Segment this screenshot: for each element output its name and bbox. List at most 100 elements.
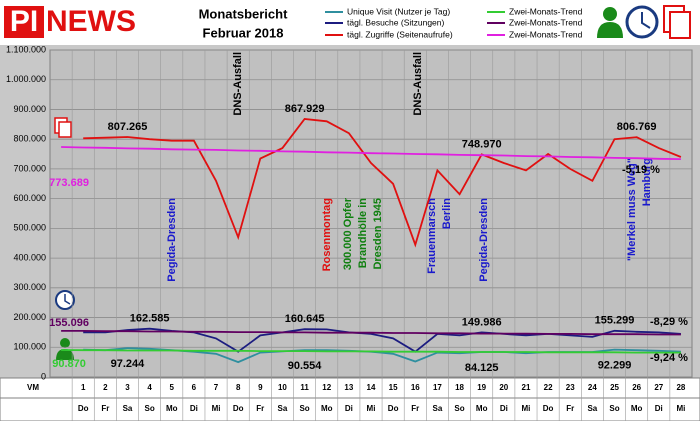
y-tick-label: 0 — [41, 371, 46, 381]
weekday-label: Mo — [166, 404, 178, 413]
data-label: 90.870 — [52, 358, 86, 370]
x-tick-label: 22 — [544, 383, 553, 392]
weekday-label: Sa — [587, 404, 597, 413]
y-tick-label: 800.000 — [13, 134, 46, 144]
x-tick-label: 10 — [278, 383, 287, 392]
x-tick-label: 25 — [610, 383, 619, 392]
x-tick-label: 26 — [632, 383, 641, 392]
data-label: 84.125 — [465, 362, 499, 374]
x-tick-label: 9 — [258, 383, 263, 392]
x-tick-label: 13 — [344, 383, 353, 392]
annotation: Pegida-Dresden — [166, 198, 178, 282]
x-tick-label: 6 — [192, 383, 197, 392]
title: Monatsbericht — [199, 6, 289, 21]
data-label: 748.970 — [462, 138, 502, 150]
legend-label: Zwei-Monats-Trend — [509, 29, 583, 39]
x-tick-label: 8 — [236, 383, 241, 392]
series-line — [83, 118, 682, 248]
legend-label: tägl. Zugriffe (Seitenaufrufe) — [347, 29, 453, 39]
data-label: 155.096 — [49, 317, 89, 329]
header-icons — [597, 5, 691, 39]
x-tick-label: 3 — [125, 383, 130, 392]
weekday-label: Mo — [631, 404, 643, 413]
trend-change: -9,24 % — [650, 352, 688, 364]
x-tick-label: 1 — [81, 383, 86, 392]
x-tick-label: 7 — [214, 383, 219, 392]
weekday-label: Di — [655, 404, 663, 413]
x-tick-label: 19 — [477, 383, 486, 392]
y-tick-label: 500.000 — [13, 223, 46, 233]
annotation: "Merkel muss Weg" — [626, 158, 638, 261]
logo-box — [4, 6, 44, 38]
weekday-label: So — [299, 404, 309, 413]
annotation: Dresden 1945 — [372, 198, 384, 270]
plot-icons — [54, 117, 75, 360]
trend-change: -8,29 % — [650, 316, 688, 328]
y-tick-label: 400.000 — [13, 252, 46, 262]
data-label: 806.769 — [617, 121, 657, 133]
series-line — [61, 146, 681, 160]
logo-news: NEWS — [46, 5, 136, 38]
x-tick-label: 17 — [433, 383, 442, 392]
annotation: Pegida-Dresden — [478, 198, 490, 282]
data-label: 97.244 — [111, 358, 146, 370]
y-tick-label: 1.100.000 — [6, 44, 46, 54]
weekday-label: So — [454, 404, 464, 413]
weekday-label: Do — [233, 404, 244, 413]
annotation: Berlin — [441, 198, 453, 229]
x-tick-label: 18 — [455, 383, 464, 392]
x-tick-label: 11 — [300, 383, 309, 392]
data-label: 92.299 — [598, 359, 632, 371]
x-tick-label: 4 — [147, 383, 152, 392]
y-tick-label: 300.000 — [13, 282, 46, 292]
y-tick-label: 700.000 — [13, 163, 46, 173]
x-tick-label: VM — [27, 383, 39, 392]
series-line — [61, 349, 681, 354]
series-line — [61, 330, 681, 336]
data-label: 807.265 — [108, 121, 148, 133]
y-tick-label: 1.000.000 — [6, 74, 46, 84]
y-tick-label: 100.000 — [13, 342, 46, 352]
x-tick-label: 15 — [389, 383, 398, 392]
legend-label: Unique Visit (Nutzer je Tag) — [347, 6, 450, 16]
weekday-label: Fr — [101, 404, 109, 413]
legend-label: Zwei-Monats-Trend — [509, 17, 583, 27]
annotation: Hamburg — [641, 158, 653, 206]
x-tick-label: 24 — [588, 383, 597, 392]
y-tick-label: 200.000 — [13, 312, 46, 322]
weekday-label: Di — [345, 404, 353, 413]
annotation: DNS-Ausfall — [232, 52, 244, 116]
annotation: DNS-Ausfall — [412, 52, 424, 116]
annotation: Frauenmarsch — [426, 198, 438, 274]
y-tick-label: 600.000 — [13, 193, 46, 203]
data-label: 162.585 — [130, 313, 170, 325]
weekday-label: Mo — [321, 404, 333, 413]
x-tick-label: 27 — [654, 383, 663, 392]
data-label: 867.929 — [285, 103, 325, 115]
weekday-label: Sa — [123, 404, 133, 413]
data-label: 149.986 — [462, 316, 502, 328]
weekday-label: So — [609, 404, 619, 413]
x-tick-label: 16 — [411, 383, 420, 392]
annotation: Rosenmontag — [321, 198, 333, 271]
weekday-label: Fr — [566, 404, 574, 413]
annotation: Brandhölle in — [357, 198, 369, 269]
weekday-label: Mi — [676, 404, 685, 413]
annotation: 300.000 Opfer — [342, 197, 354, 270]
weekday-label: Mi — [367, 404, 376, 413]
x-tick-label: 20 — [499, 383, 508, 392]
trend-change: -5,19 % — [622, 164, 660, 176]
x-tick-label: 2 — [103, 383, 108, 392]
weekday-label: Mo — [476, 404, 488, 413]
x-tick-label: 28 — [676, 383, 685, 392]
weekday-label: Do — [543, 404, 554, 413]
weekday-label: Fr — [256, 404, 264, 413]
weekday-label: Fr — [411, 404, 419, 413]
title: Februar 2018 — [203, 25, 284, 40]
legend-label: Zwei-Monats-Trend — [509, 6, 583, 16]
x-tick-label: 14 — [367, 383, 376, 392]
weekday-label: Do — [78, 404, 89, 413]
weekday-label: Mi — [522, 404, 531, 413]
